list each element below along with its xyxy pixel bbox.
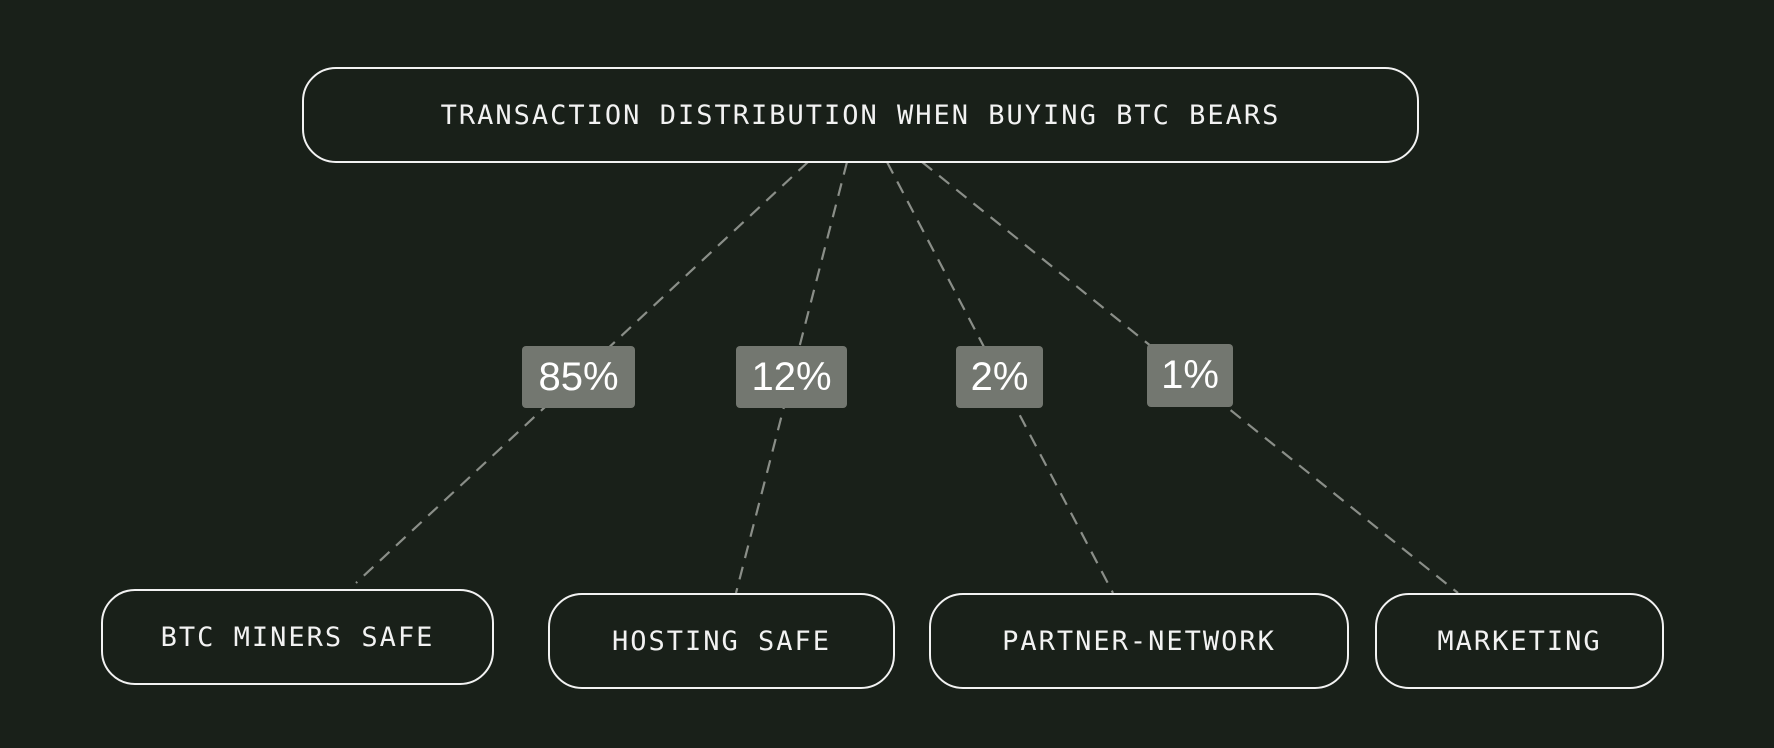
root-node: TRANSACTION DISTRIBUTION WHEN BUYING BTC… bbox=[302, 67, 1419, 163]
root-node-label: TRANSACTION DISTRIBUTION WHEN BUYING BTC… bbox=[440, 99, 1281, 131]
node-label: HOSTING SAFE bbox=[611, 625, 832, 657]
node-btc-miners-safe: BTC MINERS SAFE bbox=[101, 589, 494, 685]
percent-label-btc-miners-safe: 85% bbox=[522, 346, 635, 408]
percent-value: 85% bbox=[538, 354, 619, 399]
percent-value: 1% bbox=[1161, 353, 1219, 397]
node-label: PARTNER-NETWORK bbox=[1002, 625, 1276, 657]
percent-value: 12% bbox=[751, 354, 832, 399]
node-label: MARKETING bbox=[1437, 625, 1602, 657]
node-label: BTC MINERS SAFE bbox=[160, 621, 435, 653]
connector-marketing bbox=[921, 161, 1459, 594]
percent-label-marketing: 1% bbox=[1147, 344, 1233, 407]
percent-label-hosting-safe: 12% bbox=[736, 346, 847, 408]
percent-value: 2% bbox=[970, 354, 1029, 399]
percent-label-partner-network: 2% bbox=[956, 346, 1043, 408]
node-marketing: MARKETING bbox=[1375, 593, 1664, 689]
node-partner-network: PARTNER-NETWORK bbox=[929, 593, 1349, 689]
node-hosting-safe: HOSTING SAFE bbox=[548, 593, 895, 689]
